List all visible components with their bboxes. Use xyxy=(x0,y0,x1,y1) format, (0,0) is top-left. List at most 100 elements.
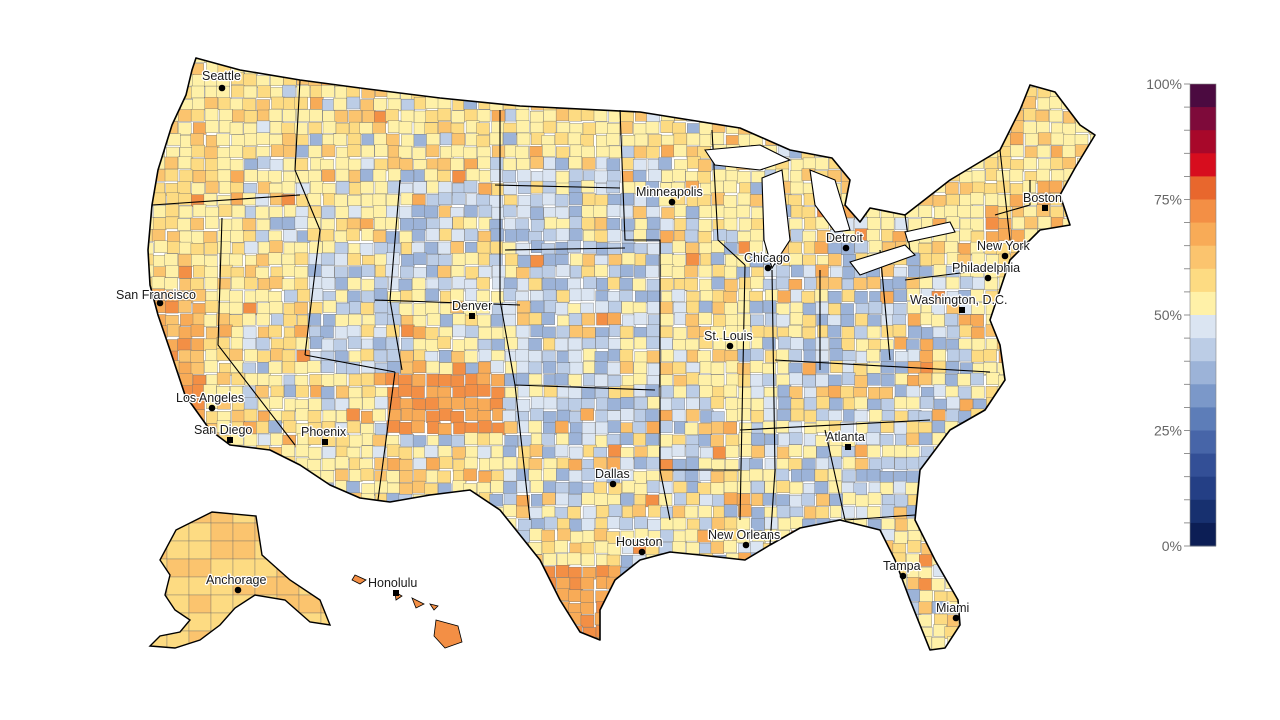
county-cell xyxy=(516,58,530,61)
county-cell xyxy=(595,421,609,435)
county-cell xyxy=(944,73,958,87)
county-cell xyxy=(945,144,959,157)
county-cell xyxy=(167,434,181,447)
county-cell xyxy=(452,61,467,74)
county-cell xyxy=(516,372,530,386)
county-cell xyxy=(895,351,909,364)
county-cell xyxy=(815,337,829,351)
county-cell xyxy=(814,566,829,580)
county-cell xyxy=(439,60,453,73)
county-cell xyxy=(828,528,843,542)
county-cell xyxy=(413,588,428,602)
county-cell xyxy=(437,470,451,484)
county-cell xyxy=(790,228,804,242)
county-cell xyxy=(229,159,244,172)
county-cell xyxy=(608,338,622,351)
county-cell xyxy=(737,408,751,421)
county-cell xyxy=(674,579,688,592)
county-cell xyxy=(828,277,842,290)
county-cell xyxy=(1010,507,1025,520)
county-cell xyxy=(918,156,933,169)
county-cell xyxy=(830,266,844,280)
county-cell xyxy=(726,99,740,112)
county-cell xyxy=(684,613,698,627)
county-cell xyxy=(881,398,895,411)
county-cell xyxy=(148,602,155,616)
county-cell xyxy=(619,361,634,374)
county-cell xyxy=(634,613,648,626)
alaska-region-cell xyxy=(167,649,189,667)
county-cell xyxy=(906,421,920,434)
county-cell xyxy=(154,384,168,398)
county-cell xyxy=(439,228,453,241)
county-cell xyxy=(842,601,856,615)
county-cell xyxy=(399,588,413,601)
city-label: Philadelphia xyxy=(952,261,1020,275)
county-cell xyxy=(918,518,932,532)
county-cell xyxy=(412,315,427,328)
county-cell xyxy=(476,109,491,122)
county-cell xyxy=(634,528,649,541)
state-border xyxy=(769,269,776,546)
county-cell xyxy=(515,98,530,111)
county-cell xyxy=(148,373,153,386)
county-cell xyxy=(295,541,309,555)
county-cell xyxy=(164,408,178,421)
county-cell xyxy=(777,97,791,111)
county-cell xyxy=(555,108,570,122)
county-cell xyxy=(491,291,505,304)
county-cell xyxy=(321,360,335,373)
county-cell xyxy=(648,651,661,663)
county-cell xyxy=(281,349,296,363)
alaska-region-cell xyxy=(321,649,343,667)
county-cell xyxy=(1075,289,1089,302)
county-cell xyxy=(867,72,881,85)
county-cell xyxy=(840,530,854,543)
county-cell xyxy=(867,614,881,627)
county-cell xyxy=(790,134,805,147)
county-cell xyxy=(1050,397,1064,410)
county-cell xyxy=(947,348,961,362)
city-detroit: Detroit xyxy=(825,230,865,252)
county-cell xyxy=(489,648,503,650)
county-cell xyxy=(372,337,387,350)
county-cell xyxy=(335,506,350,519)
county-cell xyxy=(749,564,764,578)
county-cell xyxy=(400,169,414,183)
county-cell xyxy=(464,432,478,445)
county-cell xyxy=(190,133,204,146)
county-cell xyxy=(960,507,974,520)
county-cell xyxy=(659,253,673,266)
county-cell xyxy=(892,108,906,121)
county-cell xyxy=(879,73,893,86)
county-cell xyxy=(400,265,414,279)
county-cell xyxy=(477,156,491,170)
county-cell xyxy=(931,372,946,386)
county-cell xyxy=(557,315,571,328)
county-cell xyxy=(360,73,375,86)
county-cell xyxy=(985,134,1000,147)
county-cell xyxy=(478,601,492,614)
county-cell xyxy=(946,409,960,422)
county-cell xyxy=(148,540,152,553)
county-cell xyxy=(398,206,413,219)
county-cell xyxy=(322,121,337,134)
county-cell xyxy=(478,614,492,627)
county-cell xyxy=(906,470,920,484)
county-cell xyxy=(528,62,542,75)
county-cell xyxy=(490,157,504,170)
county-cell xyxy=(932,158,946,171)
county-cell xyxy=(893,144,907,157)
legend-label: 50% xyxy=(1154,307,1182,323)
county-cell xyxy=(307,313,322,326)
county-cell xyxy=(684,528,699,542)
county-cell xyxy=(374,300,388,314)
county-cell xyxy=(697,350,711,363)
county-cell xyxy=(736,517,751,531)
county-cell xyxy=(256,219,271,232)
county-cell xyxy=(569,192,583,205)
county-cell xyxy=(255,456,270,469)
county-cell xyxy=(776,480,790,493)
county-cell xyxy=(1049,458,1064,472)
county-cell xyxy=(713,74,727,87)
